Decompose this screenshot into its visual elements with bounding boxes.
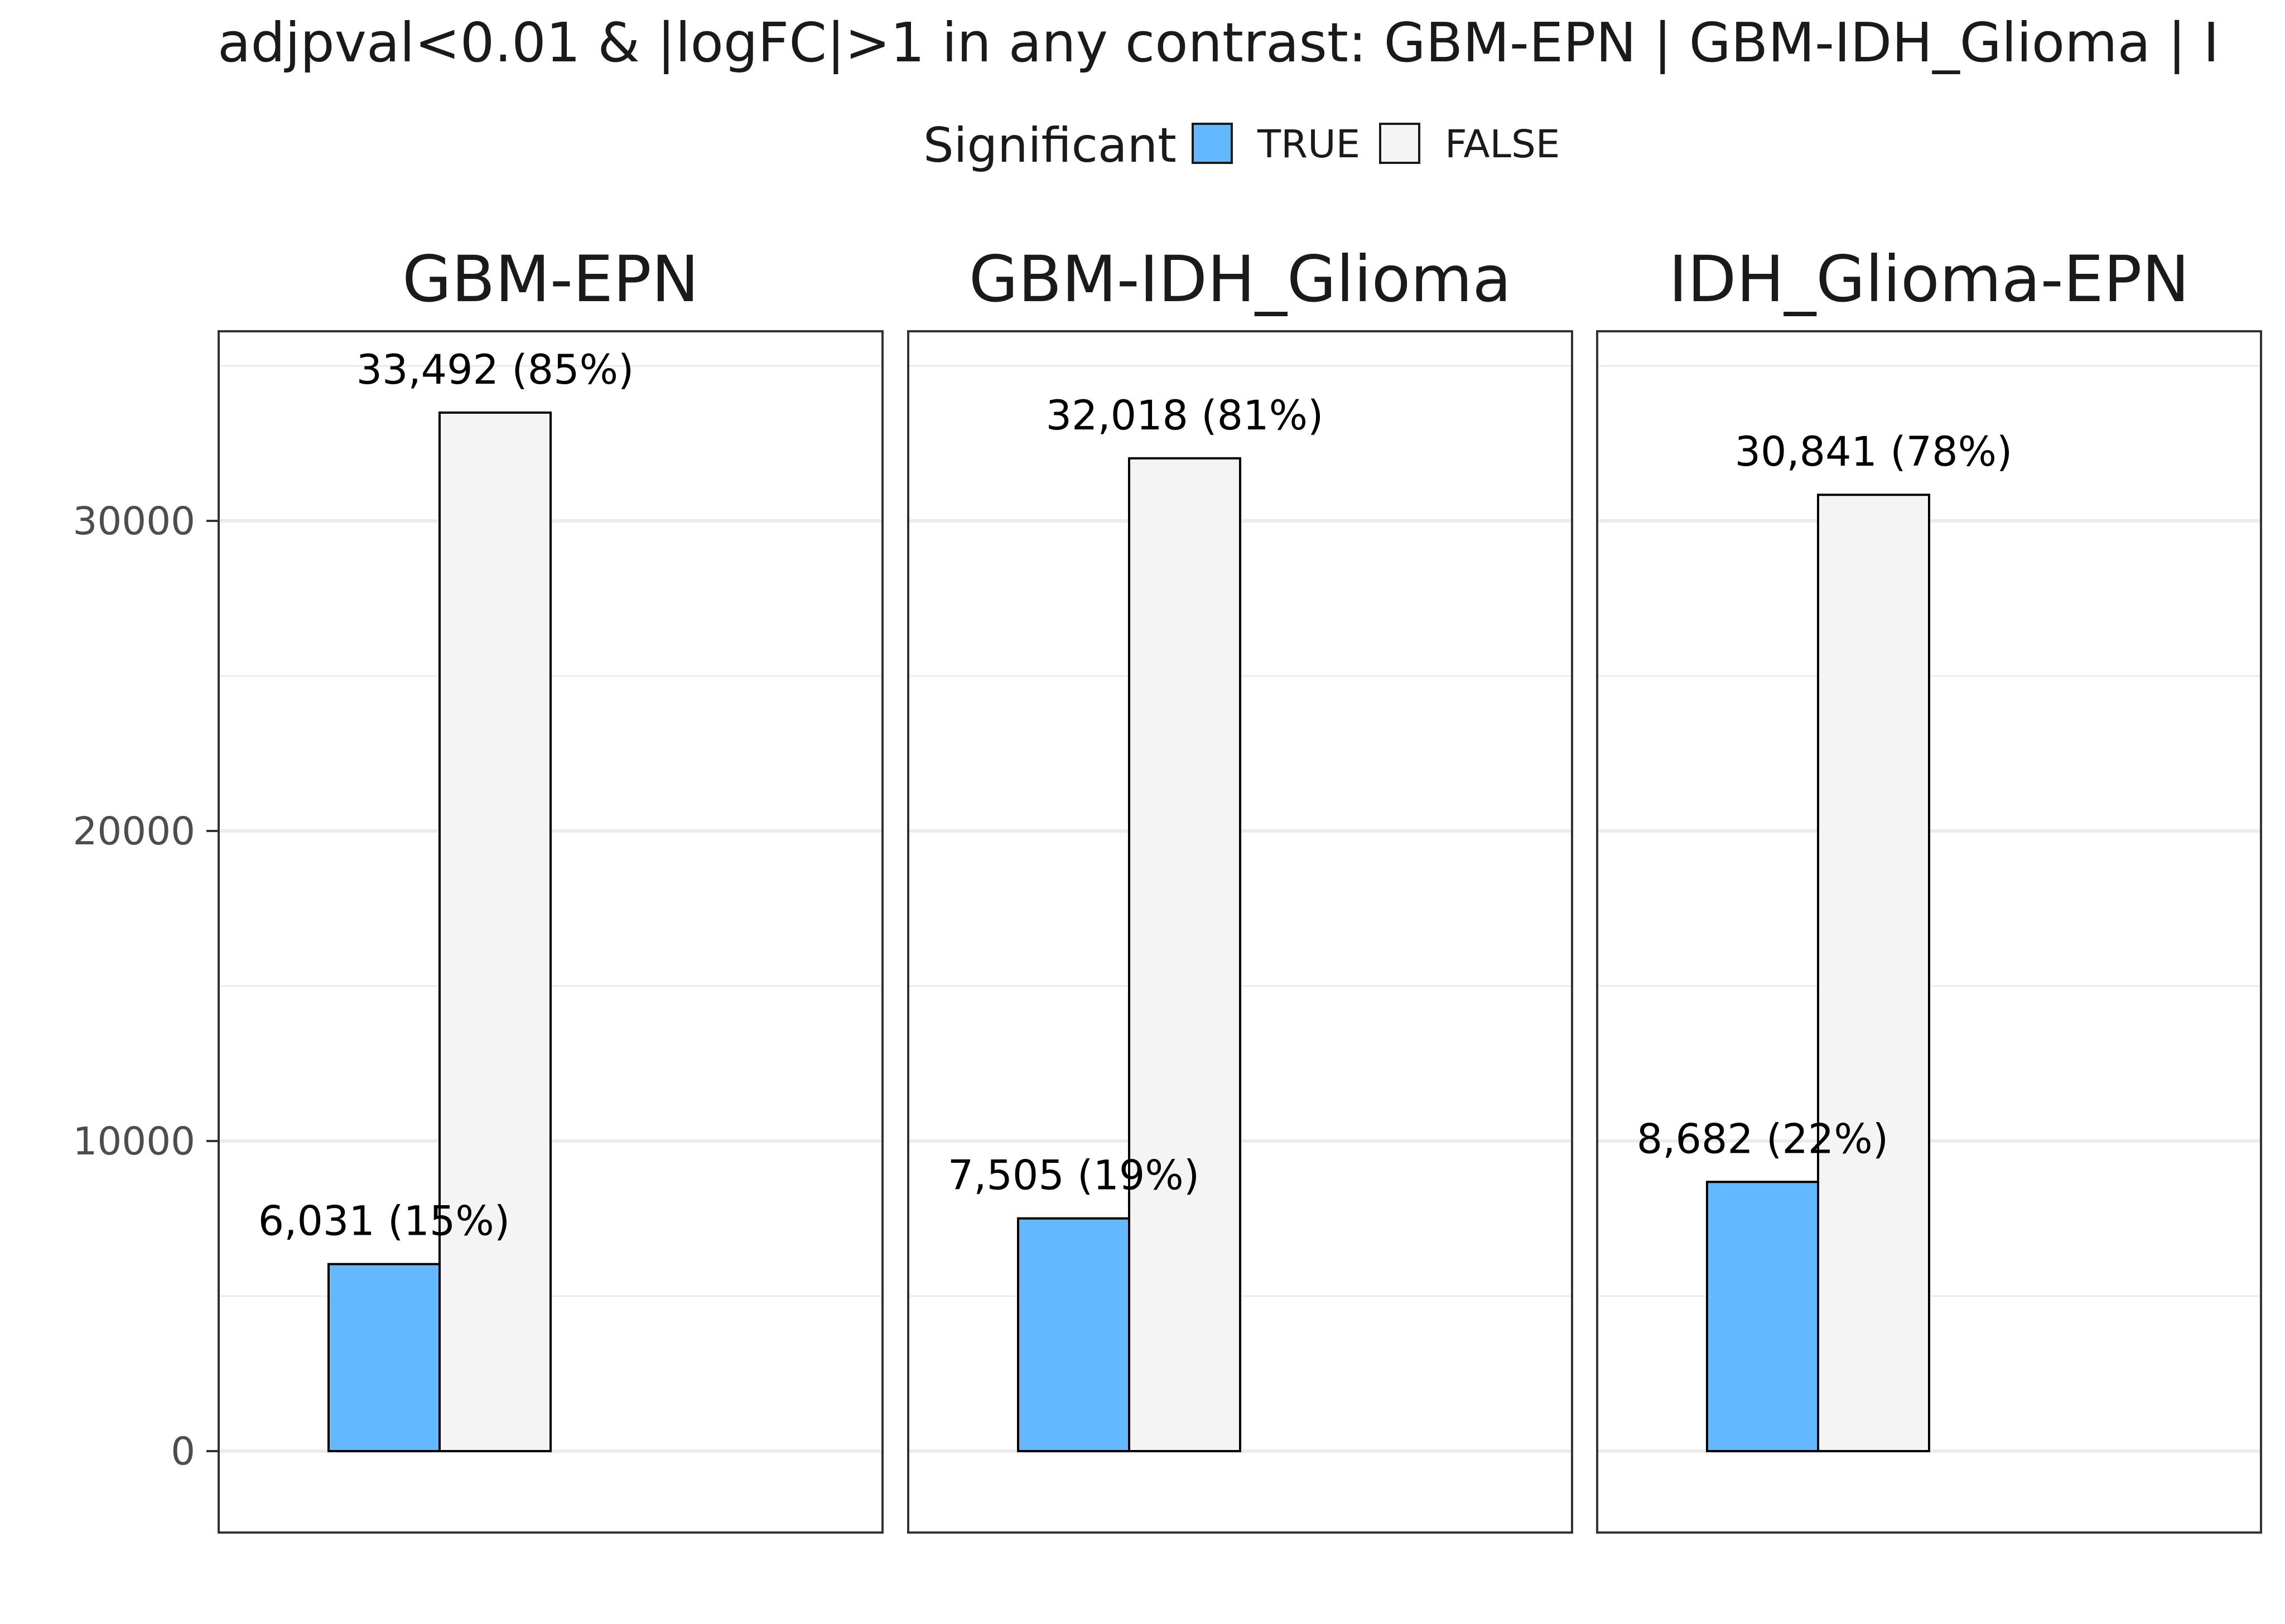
bar-true bbox=[1017, 1217, 1130, 1452]
facet-panel-2: GBM-IDH_Glioma 7,505 (19%) 32,018 (81%) bbox=[907, 242, 1573, 1534]
data-label-true: 8,682 (22%) bbox=[1637, 1115, 1888, 1163]
facet-strip-label: GBM-EPN bbox=[402, 242, 699, 316]
facet-strip-label: IDH_Glioma-EPN bbox=[1669, 242, 2190, 316]
y-tick-label: 30000 bbox=[73, 499, 196, 544]
legend-label-false: FALSE bbox=[1445, 122, 1560, 167]
panel-border bbox=[218, 330, 884, 1534]
legend: Significant TRUE FALSE bbox=[923, 118, 1560, 173]
legend-swatch-false bbox=[1379, 123, 1420, 164]
data-label-false: 30,841 (78%) bbox=[1735, 428, 2013, 476]
facet-strip-label: GBM-IDH_Glioma bbox=[969, 242, 1512, 316]
facet-panels: GBM-EPN 6,031 (15%) 33,492 (85%) GBM-IDH_Gl… bbox=[218, 242, 2262, 1534]
data-label-false: 33,492 (85%) bbox=[356, 346, 634, 394]
panel-border bbox=[1596, 330, 2262, 1534]
bar-true bbox=[327, 1263, 441, 1453]
y-tick-label: 10000 bbox=[73, 1119, 196, 1164]
facet-panel-1: GBM-EPN 6,031 (15%) 33,492 (85%) bbox=[218, 242, 884, 1534]
y-tick-label: 20000 bbox=[73, 809, 196, 854]
data-label-true: 6,031 (15%) bbox=[258, 1198, 510, 1245]
bar-false bbox=[438, 411, 552, 1452]
y-axis: 0 10000 20000 30000 bbox=[73, 499, 219, 1474]
y-tick-label: 0 bbox=[171, 1429, 195, 1474]
bar-false bbox=[1128, 457, 1241, 1452]
panel-border bbox=[907, 330, 1573, 1534]
bar-true bbox=[1706, 1181, 1819, 1452]
bar-false bbox=[1817, 494, 1930, 1453]
legend-label-true: TRUE bbox=[1257, 122, 1360, 167]
legend-swatch-true bbox=[1192, 123, 1233, 164]
legend-title: Significant bbox=[923, 118, 1177, 173]
data-label-true: 7,505 (19%) bbox=[948, 1152, 1199, 1200]
facet-panel-3: IDH_Glioma-EPN 8,682 (22%) 30,841 (78%) bbox=[1596, 242, 2262, 1534]
data-label-false: 32,018 (81%) bbox=[1046, 392, 1324, 439]
chart-title: adjpval<0.01 & |logFC|>1 in any contrast… bbox=[218, 11, 2219, 75]
